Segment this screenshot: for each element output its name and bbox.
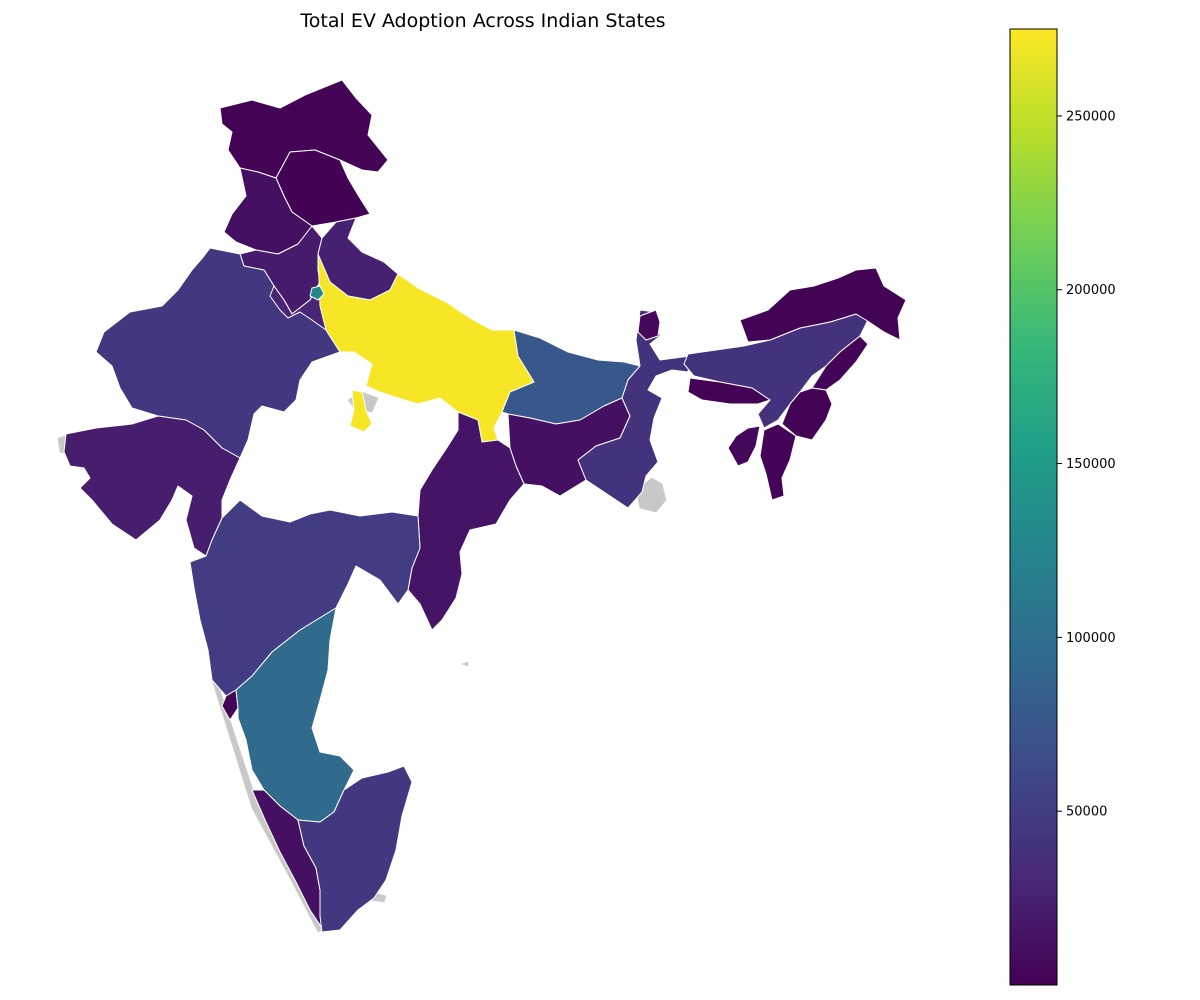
region-west-bengal <box>577 309 691 509</box>
colorbar-tick-label: 100000 <box>1066 631 1116 646</box>
region-arunachal-pradesh <box>739 267 907 343</box>
colorbar-ticks: 50000 100000 150000 200000 250000 <box>1057 109 1116 820</box>
region-tamil-nadu <box>297 765 413 933</box>
region-uttar-pradesh-enclave <box>349 389 373 433</box>
colorbar-tick-label: 250000 <box>1066 109 1116 124</box>
colorbar-tick-label: 150000 <box>1066 457 1116 472</box>
colorbar: 50000 100000 150000 200000 250000 <box>1009 28 1116 986</box>
region-goa <box>221 689 239 721</box>
map-title: Total EV Adoption Across Indian States <box>299 10 665 32</box>
colorbar-tick-label: 200000 <box>1066 283 1116 298</box>
region-mizoram <box>759 423 797 501</box>
region-sikkim <box>637 309 661 341</box>
region-delhi <box>309 285 325 301</box>
region-manipur <box>781 387 833 441</box>
region-chhattisgarh <box>407 411 525 631</box>
colorbar-gradient <box>1009 28 1058 986</box>
region-nodata-island <box>460 661 469 667</box>
region-tripura <box>727 425 761 467</box>
region-uttar-pradesh <box>317 253 535 443</box>
region-nagaland <box>811 335 869 391</box>
region-gujarat <box>63 415 241 557</box>
colorbar-tick-label: 50000 <box>1066 805 1107 820</box>
region-meghalaya <box>687 377 771 405</box>
map-layer <box>57 79 907 933</box>
region-jammu-kashmir <box>219 79 389 179</box>
region-maharashtra <box>189 499 421 697</box>
